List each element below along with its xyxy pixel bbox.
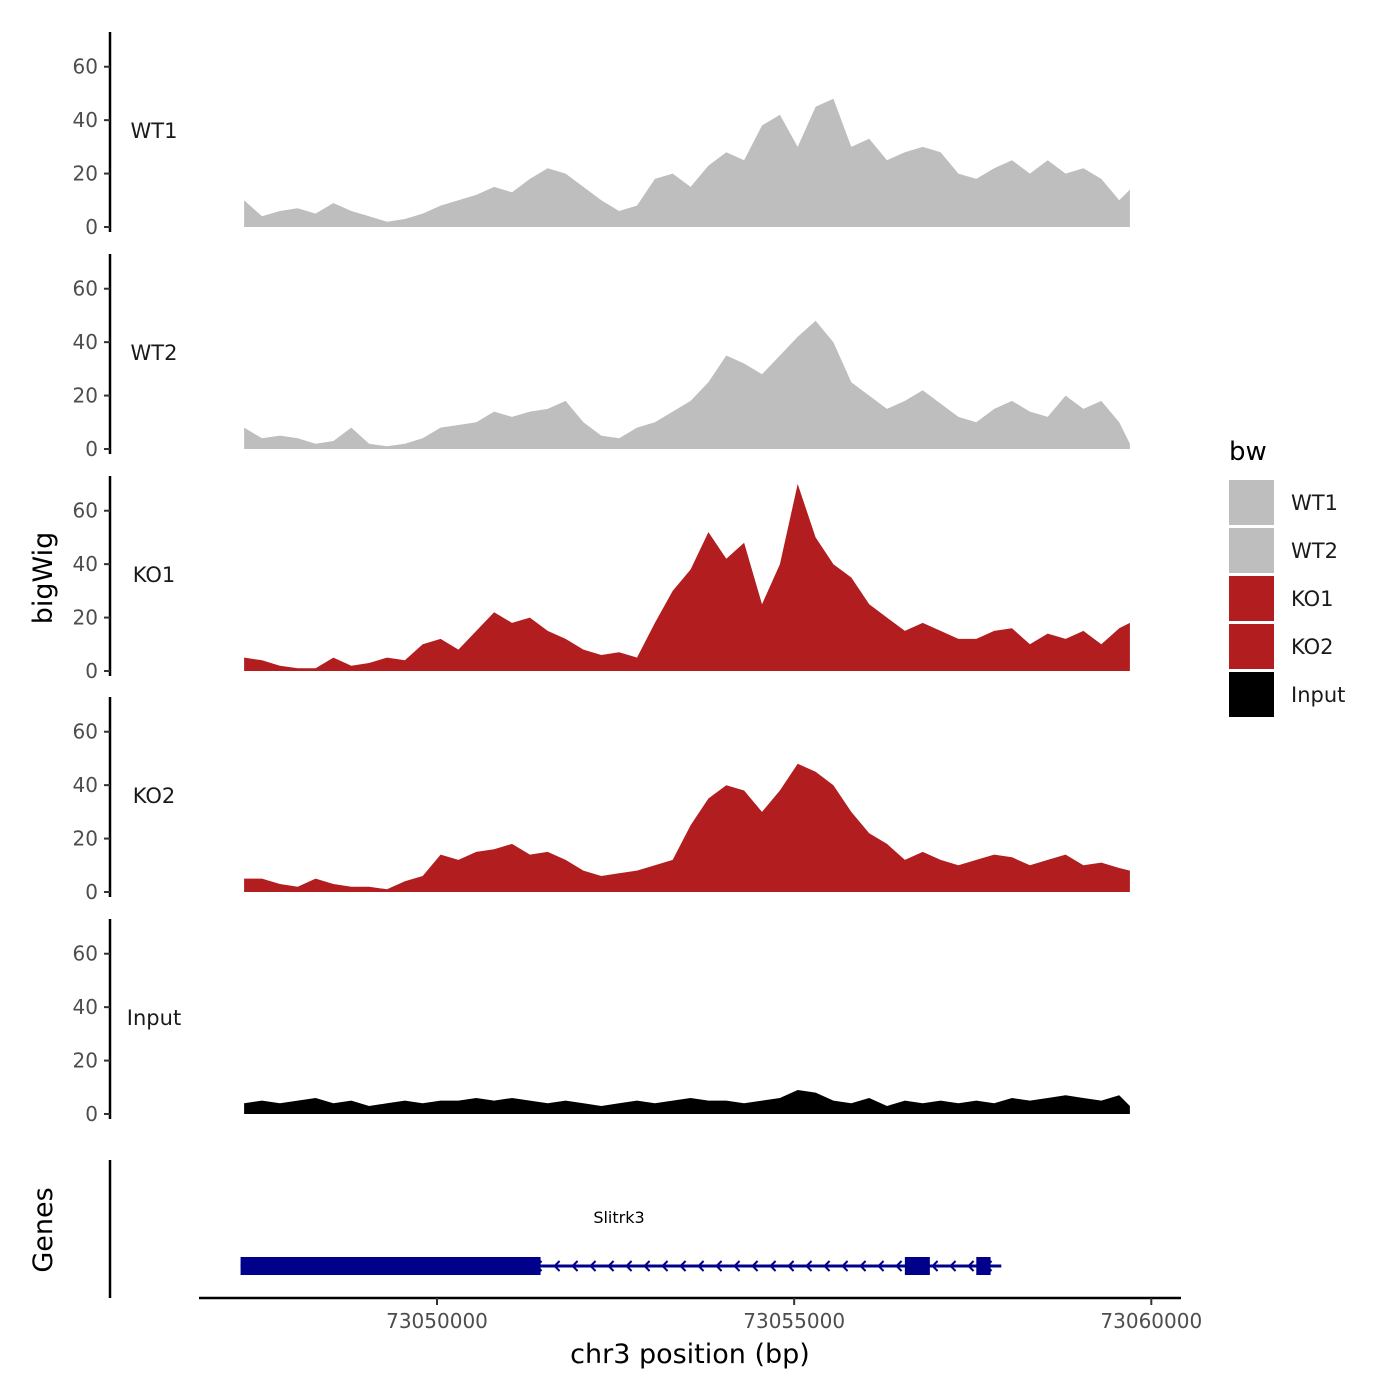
y-tick-label: 0 (85, 437, 98, 461)
y-tick-label: 0 (85, 1102, 98, 1126)
legend-label: KO2 (1291, 635, 1334, 659)
legend: bw WT1 WT2 KO1 KO2 Input (1229, 437, 1345, 717)
legend-entry-wt1: WT1 (1229, 480, 1338, 525)
strand-arrow (931, 1260, 939, 1272)
track-wt1: 0 20 40 60 WT1 (73, 32, 1130, 239)
gene-name-label: Slitrk3 (593, 1208, 644, 1227)
strand-arrow (607, 1260, 615, 1272)
track-label-wt1: WT1 (131, 119, 178, 143)
strand-arrow (679, 1260, 687, 1272)
track-ko1: 0 20 40 60 KO1 (73, 476, 1130, 683)
legend-swatch (1229, 624, 1274, 669)
x-axis: 73050000 73055000 73060000 (199, 1296, 1202, 1333)
track-label-wt2: WT2 (131, 341, 178, 365)
strand-arrow (733, 1260, 741, 1272)
y-tick-label: 20 (73, 827, 98, 851)
strand-arrow (859, 1260, 867, 1272)
gene-track-title: Genes (28, 1187, 59, 1272)
track-label-ko2: KO2 (133, 784, 176, 808)
y-tick-label: 60 (73, 55, 98, 79)
area-wt1 (244, 98, 1130, 227)
track-ko2: 0 20 40 60 KO2 (73, 697, 1130, 904)
y-tick-label: 20 (73, 162, 98, 186)
legend-label: WT1 (1291, 491, 1338, 515)
track-label-ko1: KO1 (133, 563, 176, 587)
y-tick-label: 40 (73, 773, 98, 797)
x-tick-label: 73050000 (386, 1309, 488, 1333)
y-tick-label: 40 (73, 108, 98, 132)
strand-arrow (949, 1260, 957, 1272)
strand-arrow (787, 1260, 795, 1272)
y-tick-label: 0 (85, 880, 98, 904)
gene-exon (904, 1257, 930, 1275)
y-tick-label: 20 (73, 384, 98, 408)
strand-arrow (967, 1260, 975, 1272)
legend-swatch (1229, 576, 1274, 621)
strand-arrow (643, 1260, 651, 1272)
strand-arrow (841, 1260, 849, 1272)
gene-exon (240, 1257, 541, 1275)
strand-arrow (823, 1260, 831, 1272)
strand-arrow (589, 1260, 597, 1272)
y-tick-label: 20 (73, 606, 98, 630)
y-tick-label: 0 (85, 215, 98, 239)
y-tick-label: 60 (73, 720, 98, 744)
x-tick-label: 73060000 (1100, 1309, 1202, 1333)
legend-swatch (1229, 672, 1274, 717)
legend-entry-ko1: KO1 (1229, 576, 1334, 621)
strand-arrow (877, 1260, 885, 1272)
gene-track: Genes Slitrk3 (28, 1160, 1002, 1298)
legend-label: Input (1291, 683, 1345, 707)
strand-arrow (553, 1260, 561, 1272)
legend-entry-ko2: KO2 (1229, 624, 1334, 669)
y-tick-label: 60 (73, 499, 98, 523)
y-tick-label: 40 (73, 330, 98, 354)
strand-arrow (805, 1260, 813, 1272)
y-tick-label: 20 (73, 1049, 98, 1073)
x-tick-label: 73055000 (743, 1309, 845, 1333)
area-ko1 (244, 484, 1130, 671)
track-label-input: Input (127, 1006, 181, 1030)
legend-swatch (1229, 528, 1274, 573)
y-axis-title: bigWig (28, 532, 59, 625)
legend-label: WT2 (1291, 539, 1338, 563)
gene-slitrk3: Slitrk3 (240, 1208, 1002, 1275)
area-input (244, 1090, 1130, 1114)
y-tick-label: 0 (85, 659, 98, 683)
strand-arrow (625, 1260, 633, 1272)
strand-arrow (769, 1260, 777, 1272)
area-ko2 (244, 763, 1130, 892)
x-axis-title: chr3 position (bp) (570, 1339, 810, 1370)
gene-exon (976, 1257, 991, 1275)
y-tick-label: 40 (73, 995, 98, 1019)
strand-arrow (895, 1260, 903, 1272)
legend-swatch (1229, 480, 1274, 525)
strand-arrow (661, 1260, 669, 1272)
signal-tracks: 0 20 40 60 WT1 0 20 40 60 WT2 0 20 40 60 KO1 0 20 40 60 KO2… (73, 32, 1130, 1126)
y-tick-label: 60 (73, 277, 98, 301)
legend-title: bw (1229, 437, 1267, 467)
strand-arrow (697, 1260, 705, 1272)
y-tick-label: 60 (73, 942, 98, 966)
area-wt2 (244, 320, 1130, 449)
track-input: 0 20 40 60 Input (73, 919, 1130, 1126)
legend-label: KO1 (1291, 587, 1334, 611)
strand-arrow (751, 1260, 759, 1272)
legend-entry-wt2: WT2 (1229, 528, 1338, 573)
strand-arrow (715, 1260, 723, 1272)
y-tick-label: 40 (73, 552, 98, 576)
track-wt2: 0 20 40 60 WT2 (73, 254, 1130, 461)
legend-entry-input: Input (1229, 672, 1345, 717)
strand-arrow (571, 1260, 579, 1272)
